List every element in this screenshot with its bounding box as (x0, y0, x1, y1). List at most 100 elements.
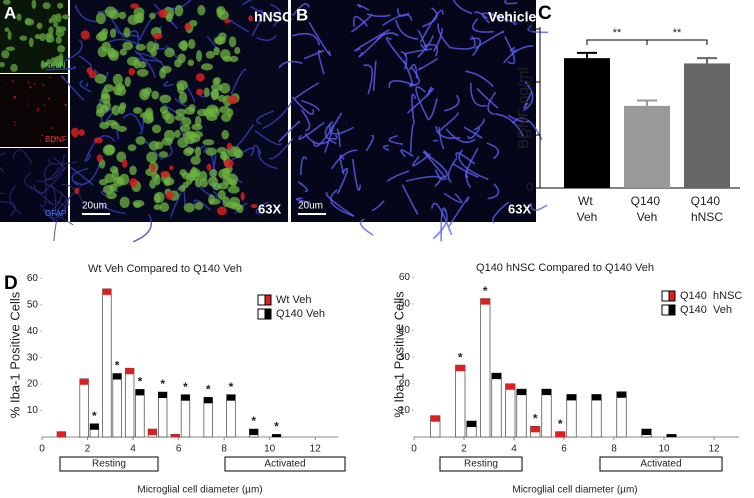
texture-blob (57, 2, 64, 9)
texture-blob (10, 63, 18, 72)
texture-blob (129, 178, 138, 187)
texture-fiber (426, 98, 438, 121)
texture-fiber (354, 28, 390, 52)
bar-cap (170, 434, 180, 437)
significance-label: ** (613, 27, 622, 39)
bar (102, 288, 112, 438)
texture-fiber (270, 3, 281, 27)
texture-blob (48, 26, 54, 35)
phase-box (224, 456, 346, 472)
x-axis-label: Microglial cell diameter (µm) (137, 485, 262, 496)
x-tick-label: 8 (221, 444, 227, 455)
texture-fiber (303, 49, 325, 60)
bar (684, 63, 730, 189)
bar (480, 298, 491, 438)
texture-blob (124, 76, 131, 87)
error-bar (577, 51, 597, 59)
bar-cap (135, 389, 145, 396)
texture-fiber (324, 124, 335, 153)
texture-fiber (114, 27, 140, 38)
texture-blob (129, 165, 137, 176)
bar (564, 58, 610, 189)
y-tick-label: 3 (526, 21, 533, 35)
bar-body (480, 298, 491, 438)
bar (516, 388, 527, 438)
y-tick-label: 2 (526, 74, 533, 88)
texture-blob (78, 129, 85, 136)
texture-blob (121, 159, 128, 168)
texture-blob (7, 30, 12, 41)
y-tick-label: 30 (399, 352, 411, 363)
texture-blob (180, 40, 188, 52)
bar (180, 394, 191, 438)
significance-marker: * (115, 359, 120, 373)
bar (271, 434, 282, 438)
texture-blob (142, 115, 154, 124)
bar (555, 431, 566, 438)
bar-body (102, 288, 112, 438)
texture-fiber (0, 201, 16, 217)
bar-body (516, 388, 527, 438)
texture-fiber (330, 134, 338, 140)
texture-fiber (292, 3, 310, 17)
texture-fiber (467, 127, 481, 140)
texture-fiber (63, 39, 83, 62)
legend-label: Q140 Veh (680, 304, 732, 316)
texture-fiber (473, 11, 489, 20)
texture-blob (46, 58, 51, 65)
phase-box (59, 456, 159, 472)
panel-label: D (4, 273, 18, 294)
texture-blob (74, 187, 80, 195)
texture-blob (165, 191, 174, 200)
x-tick-label: 10 (264, 444, 276, 455)
panel-label: A (4, 3, 16, 22)
texture-blob (161, 137, 173, 146)
x-tick-label: 12 (708, 444, 720, 455)
bar-body (79, 378, 89, 438)
texture-fiber (174, 97, 188, 107)
texture-fiber (291, 32, 321, 46)
texture-fiber (230, 68, 247, 95)
phase-label: Resting (464, 459, 498, 470)
texture-fiber (487, 91, 497, 116)
texture-blob (159, 67, 167, 79)
texture-blob (119, 173, 130, 186)
texture-blob (53, 140, 55, 144)
texture-fiber (54, 200, 66, 208)
bar (79, 378, 89, 438)
texture-fiber (443, 192, 463, 204)
texture-fiber (45, 154, 65, 180)
texture-fiber (298, 121, 325, 140)
texture-fiber (44, 210, 56, 222)
texture-fiber (85, 82, 89, 87)
bar-cap (226, 394, 236, 401)
bar-body (541, 388, 552, 438)
texture-blob (188, 104, 196, 112)
bar (112, 373, 122, 438)
bar-cap (541, 389, 552, 396)
texture-fiber (388, 80, 416, 89)
bar-cap (272, 434, 281, 437)
bar (666, 433, 677, 438)
texture-blob (71, 127, 79, 138)
texture-fiber (486, 142, 500, 160)
texture-blob (27, 80, 30, 84)
bar-cap (591, 394, 602, 401)
legend-swatch (668, 304, 676, 316)
texture-fiber (474, 30, 505, 50)
texture-fiber (487, 183, 500, 200)
texture-blob (183, 148, 194, 157)
texture-fiber (98, 201, 126, 215)
texture-fiber (382, 13, 413, 27)
texture-fiber (401, 184, 419, 215)
texture-blob (217, 182, 229, 190)
bar (124, 367, 135, 438)
texture-blob (16, 13, 22, 21)
texture-fiber (473, 118, 485, 131)
texture-blob (174, 4, 184, 17)
x-tick-label: 4 (130, 444, 136, 455)
bar-cap (516, 389, 527, 396)
legend-label: Q140 Veh (276, 308, 325, 320)
texture-fiber (411, 93, 417, 125)
texture-fiber (301, 99, 321, 112)
